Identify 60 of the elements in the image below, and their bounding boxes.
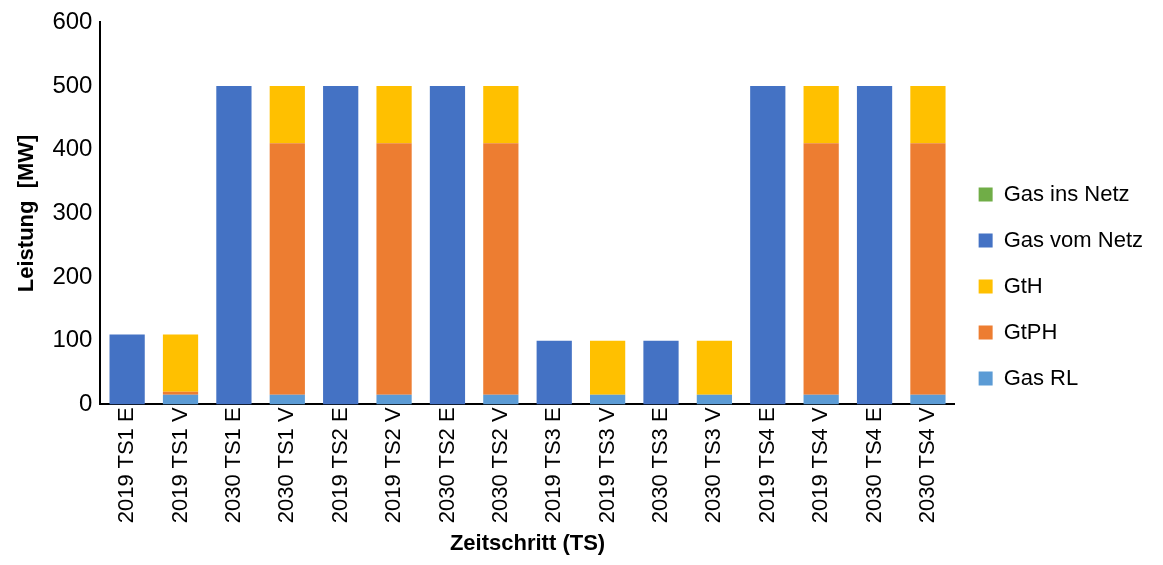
bar [269,394,305,405]
bar [803,86,839,144]
x-tick-label: 2030 TS2 E [433,407,459,524]
bar [696,340,733,395]
x-tick-label: 2030 TS2 V [486,407,512,524]
bar [162,394,199,405]
x-tick-label: 2019 TS3 V [593,407,619,524]
bar [162,391,199,395]
y-tick-label: 300 [52,198,93,226]
bar [750,86,786,405]
bar [696,394,733,405]
y-tick-label: 600 [52,7,93,35]
x-tick-label: 2030 TS3 V [700,407,726,524]
y-tick-label: 400 [52,134,93,162]
y-tick-label: 200 [52,261,93,289]
y-tick-label: 100 [52,325,93,353]
y-axis-title: Leistung [MW] [13,134,39,293]
bar [483,143,519,395]
legend-label: Gas ins Netz [1003,180,1130,206]
bar [376,394,412,405]
bar [536,340,572,405]
x-tick-label: 2030 TS4 V [914,407,939,524]
x-tick-label: 2030 TS3 E [647,407,673,524]
bar [803,143,839,395]
x-tick-label: 2019 TS4 E [753,407,779,524]
bar [483,394,519,405]
y-tick-label: 500 [52,70,93,98]
bar [376,143,412,395]
bar [429,86,466,405]
bar [590,340,626,395]
y-tick-label: 0 [79,389,93,417]
bar [269,143,305,395]
legend-label: GtPH [1003,318,1058,344]
bar [643,340,679,405]
x-tick-label: 2030 TS1 E [219,407,245,524]
bar [109,334,145,405]
legend-label: GtH [1003,272,1043,298]
x-tick-label: 2030 TS1 V [273,407,299,524]
x-tick-label: 2019 TS1 E [113,407,139,524]
x-tick-label: 2019 TS3 E [540,407,566,524]
x-tick-label: 2019 TS1 V [166,407,192,524]
bar [323,86,359,405]
bar [590,394,626,405]
bar [216,86,252,405]
bar [910,86,946,144]
bar [856,86,893,405]
bar [803,394,839,405]
bar [910,143,946,395]
bar [483,86,519,144]
bar [376,86,412,144]
x-tick-label: 2030 TS4 E [860,407,886,524]
legend-label: Gas RL [1003,364,1079,390]
x-tick-label: 2019 TS2 V [380,407,406,524]
x-tick-label: 2019 TS2 E [326,407,352,524]
x-tick-label: 2019 TS4 V [807,407,833,524]
x-axis-title: Zeitschritt (TS) [449,529,606,555]
bar [269,86,305,144]
bar [162,334,199,392]
bar [910,394,946,405]
legend-label: Gas vom Netz [1003,226,1144,252]
